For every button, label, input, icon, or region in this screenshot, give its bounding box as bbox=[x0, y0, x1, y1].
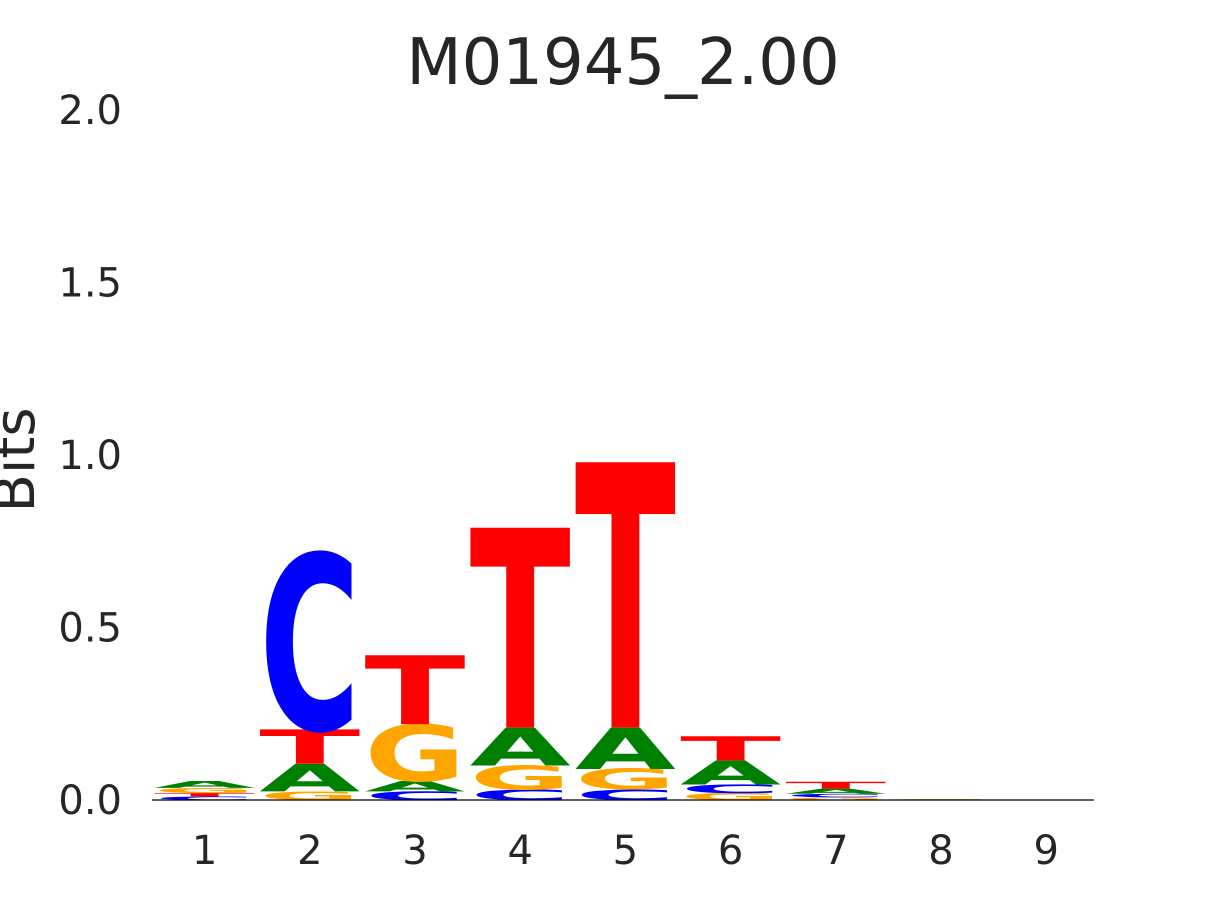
logo-letter-g: G bbox=[680, 791, 781, 802]
x-tick-label: 2 bbox=[297, 828, 322, 874]
logo-letter-t: T bbox=[154, 792, 255, 798]
logo-letter-c: C bbox=[680, 782, 781, 796]
logo-letter-g: G bbox=[470, 759, 571, 798]
x-tick-label: 1 bbox=[192, 828, 217, 874]
x-tick-label: 3 bbox=[402, 828, 427, 874]
x-tick-label: 6 bbox=[718, 828, 743, 874]
y-axis-ticks: 2.0 1.5 1.0 0.5 0.0 bbox=[58, 88, 122, 824]
logo-letter-t: T bbox=[680, 730, 781, 769]
logo-letter-t: T bbox=[470, 474, 571, 793]
logo-letter-a: A bbox=[785, 787, 887, 795]
logo-letter-g: G bbox=[891, 798, 992, 799]
y-tick-label: 2.0 bbox=[58, 88, 122, 134]
x-tick-label: 4 bbox=[507, 828, 532, 874]
logo-letter-c: C bbox=[154, 796, 255, 801]
x-tick-label: 5 bbox=[613, 828, 638, 874]
logo-letter-g: G bbox=[575, 764, 676, 797]
logo-letter-a: A bbox=[575, 717, 676, 783]
y-tick-label: 0.5 bbox=[58, 606, 122, 652]
logo-letter-a: A bbox=[680, 754, 781, 792]
y-tick-label: 0.0 bbox=[58, 778, 122, 824]
logo-letter-a: A bbox=[470, 718, 571, 778]
letter-stacks: CTGAGATCCAGTCGATCGATGCATGCATAG bbox=[154, 390, 991, 814]
logo-letter-t: T bbox=[365, 637, 466, 747]
y-tick-label: 1.5 bbox=[58, 261, 122, 307]
x-axis-ticks: 1 2 3 4 5 6 7 8 9 bbox=[192, 828, 1059, 874]
x-tick-label: 8 bbox=[928, 828, 953, 874]
y-axis-label: Bits bbox=[0, 407, 48, 512]
logo-letter-c: C bbox=[470, 787, 571, 804]
logo-letter-c: C bbox=[785, 793, 886, 798]
x-tick-label: 7 bbox=[823, 828, 848, 874]
logo-letter-c: C bbox=[575, 787, 676, 804]
chart-title: M01945_2.00 bbox=[406, 26, 839, 100]
logo-letter-g: G bbox=[154, 787, 255, 795]
logo-letter-g: G bbox=[785, 796, 886, 800]
logo-letter-t: T bbox=[575, 390, 677, 814]
logo-letter-g: G bbox=[259, 789, 360, 803]
logo-letter-t: T bbox=[259, 720, 360, 775]
logo-letter-t: T bbox=[785, 780, 886, 791]
x-tick-label: 9 bbox=[1033, 828, 1058, 874]
logo-letter-a: A bbox=[154, 779, 256, 790]
logo-letter-g: G bbox=[365, 709, 466, 800]
logo-letter-a: A bbox=[259, 756, 360, 800]
y-tick-label: 1.0 bbox=[58, 433, 122, 479]
logo-letter-c: C bbox=[259, 507, 360, 787]
logo-letter-a: A bbox=[365, 778, 466, 794]
